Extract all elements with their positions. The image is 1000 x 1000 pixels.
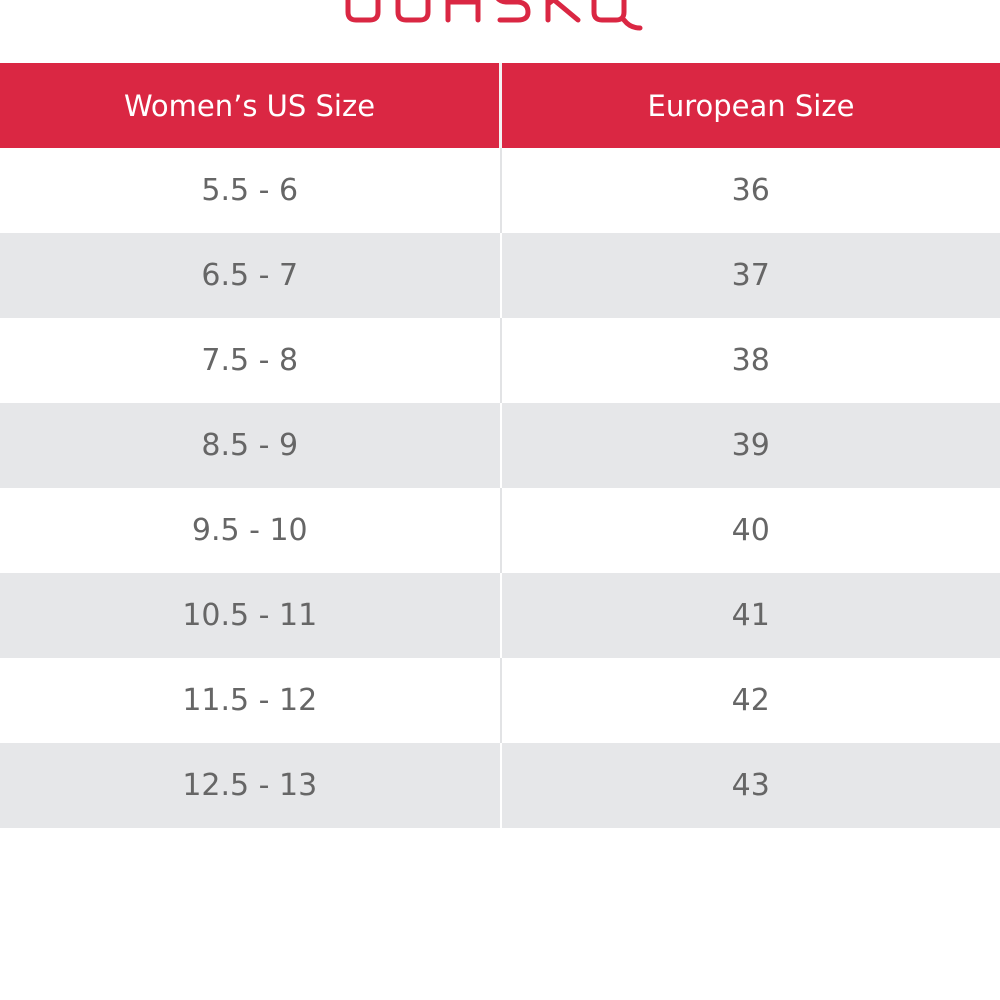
- us-size-cell: 5.5 - 6: [0, 148, 502, 233]
- size-conversion-table: Women’s US Size European Size 5.5 - 6 36…: [0, 63, 1000, 828]
- header-european-size: European Size: [500, 63, 1000, 148]
- eu-size-cell: 38: [731, 343, 770, 378]
- table-row: 9.5 - 10 40: [0, 488, 1000, 573]
- header-us-size: Women’s US Size: [0, 63, 502, 148]
- table-row: 12.5 - 13 43: [0, 743, 1000, 828]
- table-row: 6.5 - 7 37: [0, 233, 1000, 318]
- brand-logo: [0, 0, 1000, 40]
- us-size-cell: 8.5 - 9: [0, 403, 502, 488]
- table-row: 8.5 - 9 39: [0, 403, 1000, 488]
- us-size-cell: 7.5 - 8: [0, 318, 502, 403]
- table-row: 5.5 - 6 36: [0, 148, 1000, 233]
- table-row: 11.5 - 12 42: [0, 658, 1000, 743]
- us-size-cell: 11.5 - 12: [0, 658, 502, 743]
- table-row: 7.5 - 8 38: [0, 318, 1000, 403]
- us-size-cell: 12.5 - 13: [0, 743, 502, 828]
- eu-size-cell: 41: [500, 573, 1000, 658]
- table-row: 10.5 - 11 41: [0, 573, 1000, 658]
- eu-size-cell: 36: [731, 173, 770, 208]
- eu-size-cell: 37: [500, 233, 1000, 318]
- table-header-row: Women’s US Size European Size: [0, 63, 1000, 148]
- us-size-cell: 6.5 - 7: [0, 233, 502, 318]
- us-size-cell: 9.5 - 10: [0, 488, 502, 573]
- eu-size-cell: 39: [500, 403, 1000, 488]
- brand-wordmark-icon: [345, 0, 643, 31]
- eu-size-cell: 40: [731, 513, 770, 548]
- eu-size-cell: 42: [731, 683, 770, 718]
- us-size-cell: 10.5 - 11: [0, 573, 502, 658]
- eu-size-cell: 43: [500, 743, 1000, 828]
